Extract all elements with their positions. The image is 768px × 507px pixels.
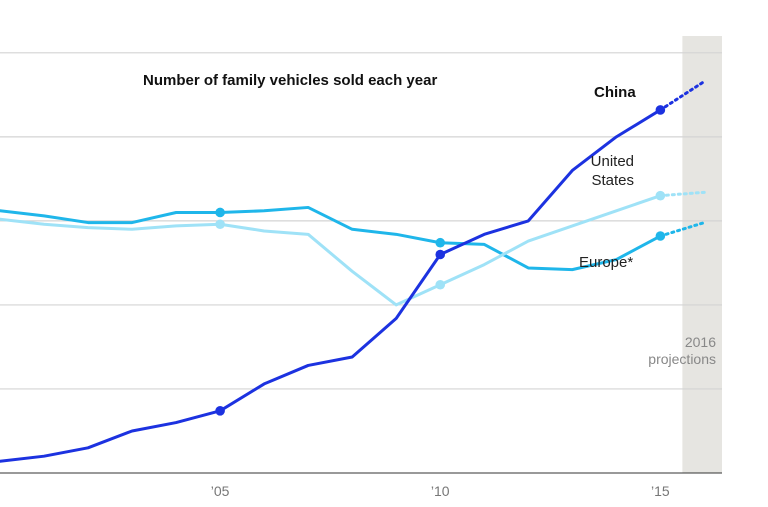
x-axis: ’05 ’10 ’15 bbox=[211, 483, 670, 499]
data-point-united-states bbox=[215, 219, 225, 230]
projection-line-united-states bbox=[658, 190, 706, 198]
x-tick-label: ’10 bbox=[431, 483, 450, 499]
data-point-united-states bbox=[655, 190, 666, 201]
series-line-china bbox=[0, 108, 662, 463]
series-china bbox=[0, 79, 706, 463]
series-europe bbox=[0, 205, 706, 272]
projection-line-europe bbox=[658, 221, 706, 238]
label-europe: Europe* bbox=[579, 254, 633, 271]
data-point-china bbox=[435, 249, 446, 260]
series-line-united-states bbox=[0, 194, 662, 307]
projection-line-china bbox=[658, 79, 706, 112]
series-line-europe bbox=[0, 205, 662, 272]
label-china: China bbox=[594, 84, 636, 101]
x-tick-label: ’15 bbox=[651, 483, 670, 499]
chart-title: Number of family vehicles sold each year bbox=[143, 72, 437, 89]
data-point-china bbox=[655, 105, 666, 115]
projection-label-text: projections bbox=[648, 351, 716, 367]
x-tick-label: ’05 bbox=[211, 483, 230, 499]
series-united-states bbox=[0, 190, 706, 307]
series-layer bbox=[0, 79, 706, 463]
label-united-states-line2: States bbox=[591, 172, 634, 189]
data-point-europe bbox=[655, 231, 666, 241]
projection-label-year: 2016 bbox=[685, 334, 716, 350]
data-point-europe bbox=[435, 237, 446, 248]
data-point-china bbox=[215, 406, 225, 416]
data-point-europe bbox=[215, 207, 225, 218]
gridlines bbox=[0, 52, 722, 474]
label-united-states-line1: United bbox=[591, 153, 634, 170]
projection-band bbox=[682, 36, 722, 473]
data-point-united-states bbox=[435, 279, 446, 290]
